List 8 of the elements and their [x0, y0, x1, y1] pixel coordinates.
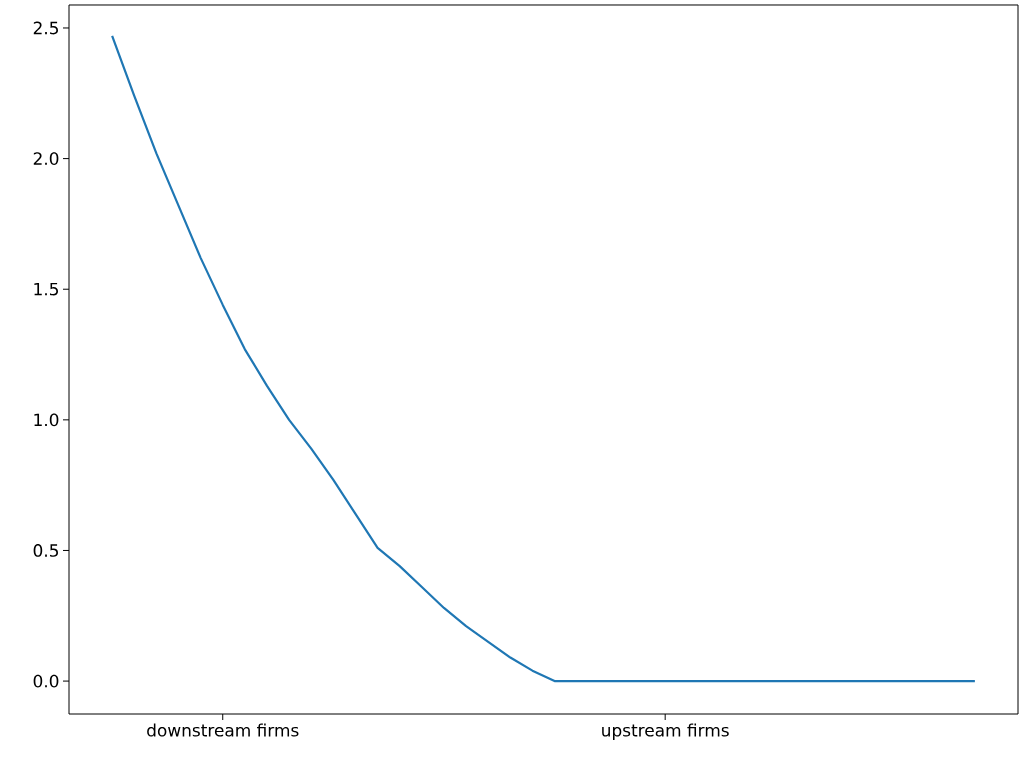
y-tick-label: 2.0 [33, 152, 59, 165]
x-tick-label: downstream firms [147, 723, 299, 737]
x-tick-label: upstream firms [602, 723, 729, 740]
y-tick-label: 2.5 [33, 21, 58, 35]
y-tick-label: 0.0 [33, 674, 59, 688]
y-tick-label: 1.0 [34, 413, 59, 427]
y-tick-label: 1.5 [34, 282, 58, 296]
y-tick-label: 0.5 [33, 544, 58, 557]
